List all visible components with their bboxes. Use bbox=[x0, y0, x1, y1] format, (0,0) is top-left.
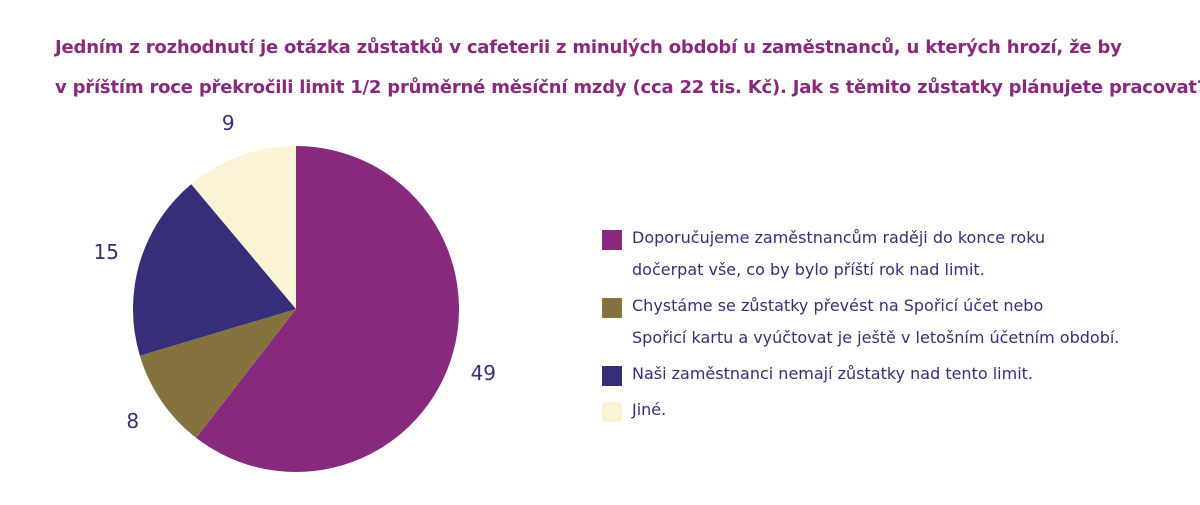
legend-label: Naši zaměstnanci nemají zůstatky nad ten… bbox=[632, 358, 1033, 390]
legend-label: Doporučujeme zaměstnancům raději do konc… bbox=[632, 222, 1045, 286]
pie-chart: 49 8 15 9 bbox=[94, 111, 496, 472]
pie-slice-value-label: 9 bbox=[222, 111, 235, 135]
pie-slice-doporucujeme bbox=[196, 146, 460, 472]
legend-swatch bbox=[602, 402, 622, 422]
pie-slice-value-label: 8 bbox=[126, 409, 139, 433]
pie-slice-chystame bbox=[139, 309, 296, 438]
chart-legend: Doporučujeme zaměstnancům raději do konc… bbox=[602, 222, 1192, 430]
pie-slice-value-label: 49 bbox=[471, 361, 496, 385]
legend-swatch bbox=[602, 230, 622, 250]
legend-label: Chystáme se zůstatky převést na Spořicí … bbox=[632, 290, 1119, 354]
pie-slice-nemaji bbox=[133, 184, 296, 356]
pie-slice-value-label: 15 bbox=[94, 240, 119, 264]
chart-title-line-1: Jedním z rozhodnutí je otázka zůstatků v… bbox=[55, 37, 1122, 58]
legend-label-line: dočerpat vše, co by bylo příští rok nad … bbox=[632, 260, 985, 279]
legend-label: Jiné. bbox=[632, 394, 666, 426]
legend-label-line: Chystáme se zůstatky převést na Spořicí … bbox=[632, 296, 1044, 315]
legend-label-line: Naši zaměstnanci nemají zůstatky nad ten… bbox=[632, 364, 1033, 383]
legend-label-line: Doporučujeme zaměstnancům raději do konc… bbox=[632, 228, 1046, 247]
chart-title-line-2: v příštím roce překročili limit 1/2 prům… bbox=[55, 77, 1200, 98]
legend-label-line: Spořicí kartu a vyúčtovat je ještě v let… bbox=[632, 328, 1120, 347]
legend-swatch bbox=[602, 366, 622, 386]
legend-item: Naši zaměstnanci nemají zůstatky nad ten… bbox=[602, 358, 1192, 390]
legend-item: Jiné. bbox=[602, 394, 1192, 426]
legend-label-line: Jiné. bbox=[632, 400, 667, 419]
pie-slice-jine bbox=[191, 146, 296, 309]
chart-title: Jedním z rozhodnutí je otázka zůstatků v… bbox=[55, 28, 1200, 108]
legend-swatch bbox=[602, 298, 622, 318]
legend-item: Doporučujeme zaměstnancům raději do konc… bbox=[602, 222, 1192, 286]
legend-item: Chystáme se zůstatky převést na Spořicí … bbox=[602, 290, 1192, 354]
